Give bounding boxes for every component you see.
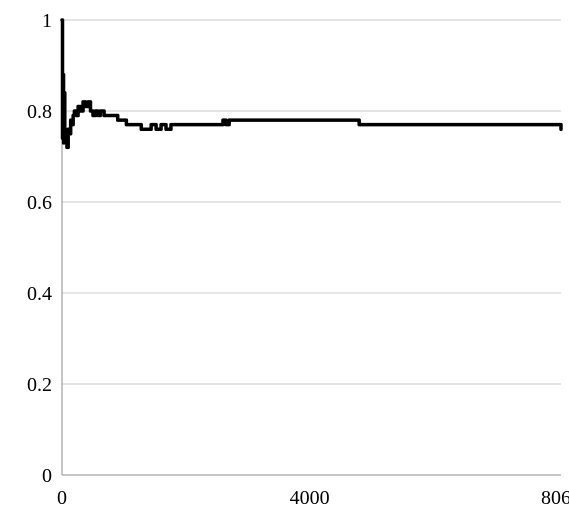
axes <box>61 20 561 476</box>
x-tick-label: 8060 <box>541 487 569 509</box>
y-tick-label: 0.6 <box>27 192 52 214</box>
y-tick-label: 1 <box>42 10 52 32</box>
gridlines <box>62 19 561 385</box>
y-tick-label: 0.8 <box>27 101 52 123</box>
y-tick-label: 0.2 <box>27 374 52 396</box>
y-axis-ticks: 0 0.2 0.4 0.6 0.8 1 <box>27 10 52 487</box>
y-tick-label: 0.4 <box>27 283 52 305</box>
x-axis-ticks: 0 4000 8060 <box>57 487 569 509</box>
series-layer <box>60 18 563 150</box>
x-tick-label: 0 <box>57 487 67 509</box>
x-tick-label: 4000 <box>290 487 330 509</box>
y-tick-label: 0 <box>42 465 52 487</box>
series-line <box>60 18 563 150</box>
